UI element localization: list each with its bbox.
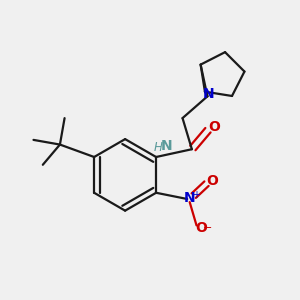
Text: H: H xyxy=(154,141,163,154)
Text: N: N xyxy=(184,191,196,206)
Text: +: + xyxy=(192,190,200,200)
Text: N: N xyxy=(161,140,173,153)
Text: N: N xyxy=(202,87,214,101)
Text: O: O xyxy=(208,120,220,134)
Text: −: − xyxy=(203,223,212,233)
Text: O: O xyxy=(196,221,207,235)
Text: O: O xyxy=(206,174,218,188)
